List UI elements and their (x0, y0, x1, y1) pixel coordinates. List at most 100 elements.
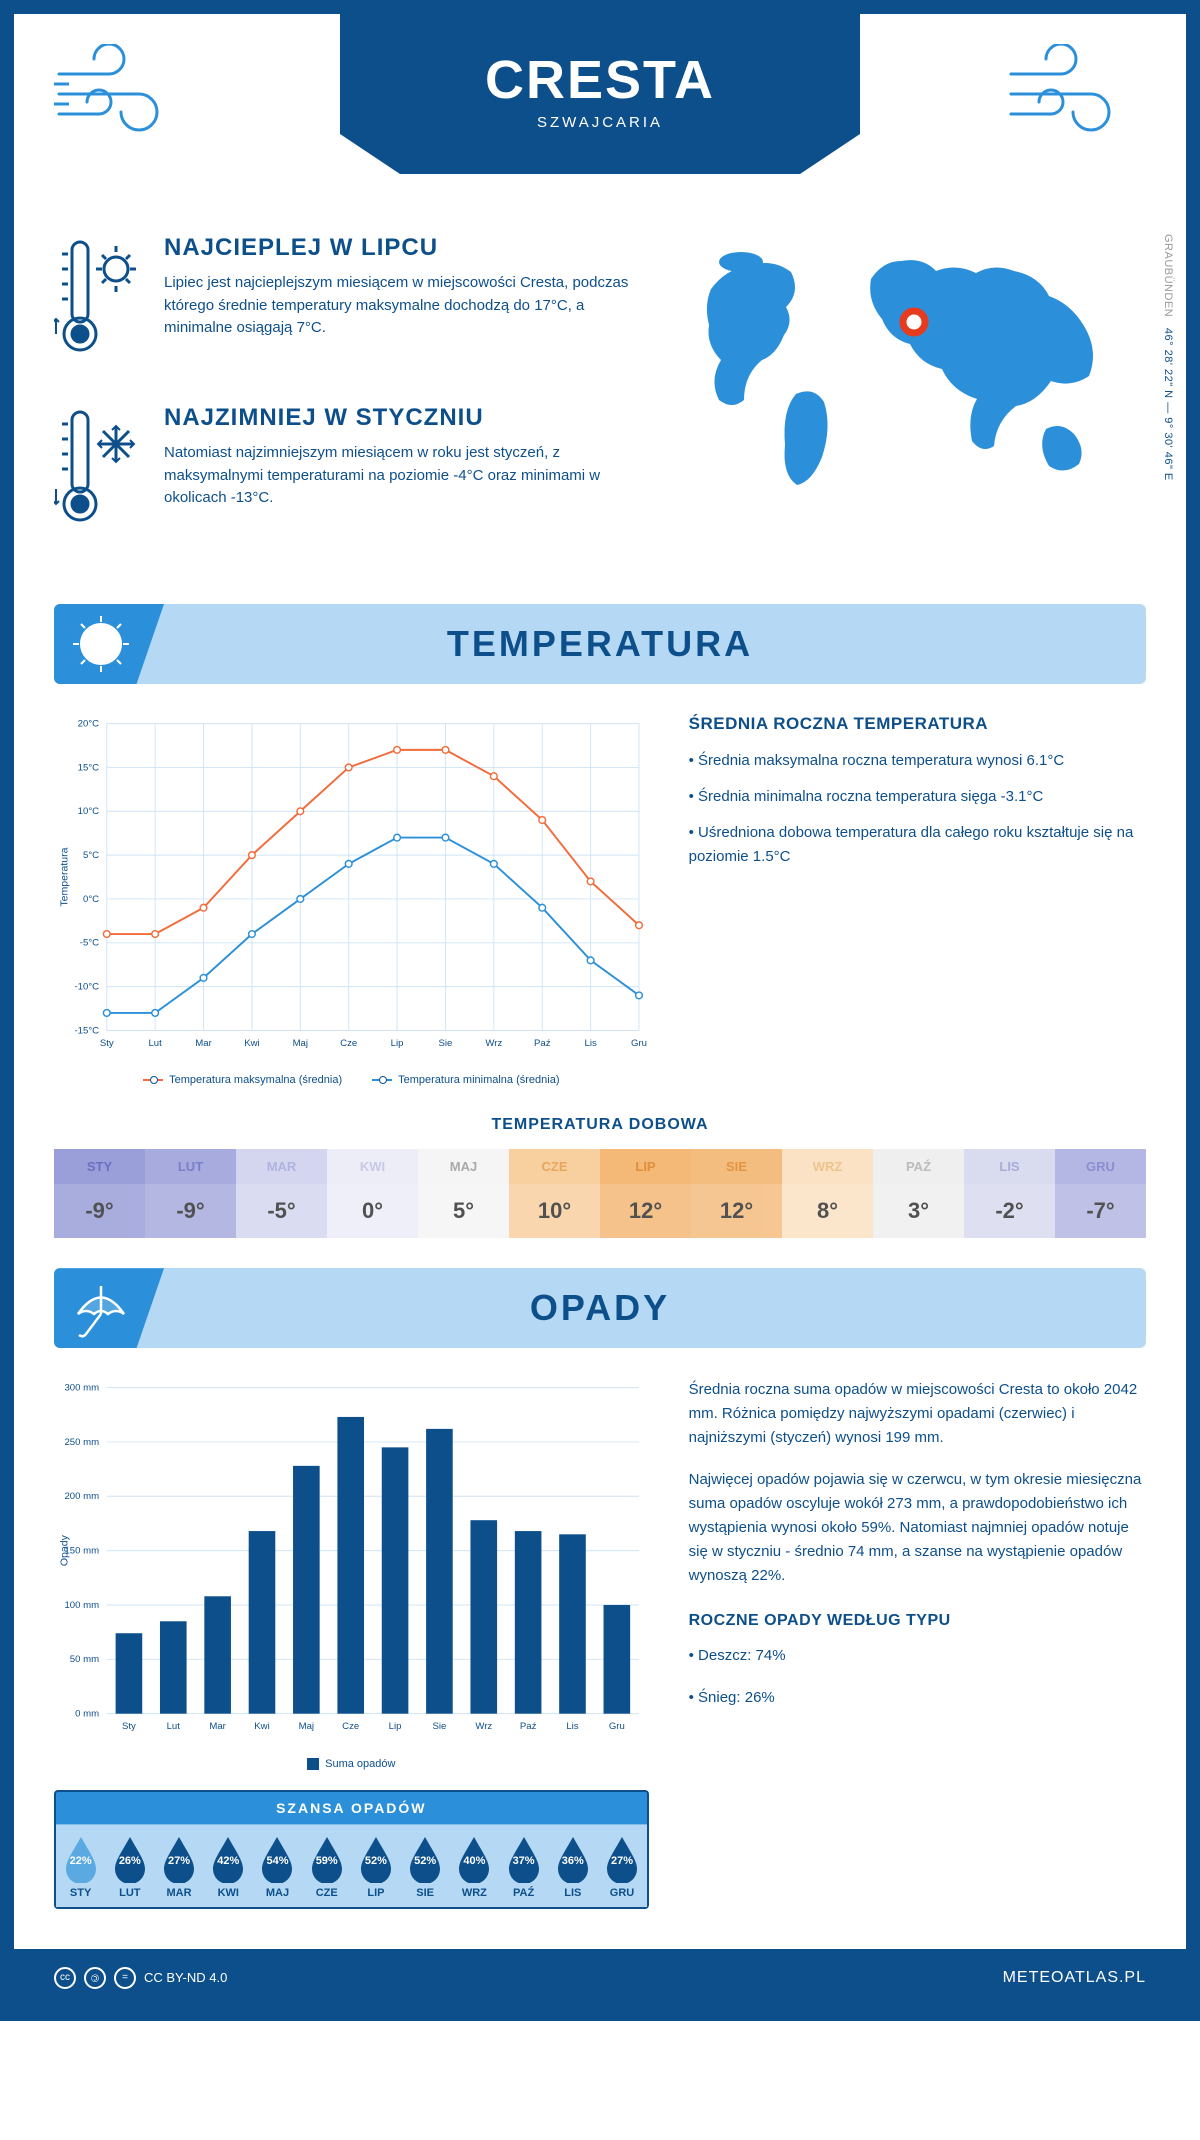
temp-chart-legend: Temperatura maksymalna (średnia) Tempera… (54, 1074, 649, 1086)
sun-icon (66, 612, 136, 676)
daily-cell: LIS -2° (964, 1149, 1055, 1238)
svg-text:250 mm: 250 mm (64, 1437, 99, 1448)
svg-text:15°C: 15°C (78, 762, 99, 773)
daily-cell: WRZ 8° (782, 1149, 873, 1238)
section-title-precip: OPADY (54, 1287, 1146, 1329)
section-head-temperature: TEMPERATURA (54, 604, 1146, 684)
svg-text:Mar: Mar (209, 1721, 226, 1732)
thermometer-cold-icon (54, 404, 144, 534)
svg-text:Lip: Lip (389, 1721, 402, 1732)
svg-text:10°C: 10°C (78, 806, 99, 817)
coordinates: GRAUBÜNDEN 46° 28' 22" N — 9° 30' 46" E (1162, 234, 1174, 481)
precip-chance-box: SZANSA OPADÓW 22% STY 26% LUT 27% MAR 42… (54, 1790, 649, 1909)
daily-temp-table: STY -9° LUT -9° MAR -5° KWI 0° MAJ 5° CZ… (54, 1149, 1146, 1238)
chance-cell: 42% KWI (204, 1825, 253, 1907)
svg-text:Paź: Paź (534, 1038, 551, 1049)
daily-cell: LUT -9° (145, 1149, 236, 1238)
svg-text:5°C: 5°C (83, 850, 99, 861)
raindrop-icon: 26% (111, 1835, 149, 1883)
site-name: METEOATLAS.PL (1003, 1969, 1146, 1987)
cc-icon: cc (54, 1967, 76, 1989)
svg-text:300 mm: 300 mm (64, 1383, 99, 1394)
svg-text:Sty: Sty (122, 1721, 136, 1732)
nd-icon: = (114, 1967, 136, 1989)
page-title: CRESTA (14, 49, 1186, 111)
footer: cc 🄯 = CC BY-ND 4.0 METEOATLAS.PL (14, 1949, 1186, 2007)
svg-text:Paź: Paź (520, 1721, 537, 1732)
chance-title: SZANSA OPADÓW (56, 1792, 647, 1825)
svg-text:200 mm: 200 mm (64, 1491, 99, 1502)
page-subtitle: SZWAJCARIA (14, 114, 1186, 131)
svg-text:Wrz: Wrz (475, 1721, 492, 1732)
precip-type-heading: ROCZNE OPADY WEDŁUG TYPU (689, 1608, 1146, 1634)
raindrop-icon: 27% (160, 1835, 198, 1883)
precip-chart-legend: Suma opadów (54, 1758, 649, 1770)
svg-text:100 mm: 100 mm (64, 1600, 99, 1611)
svg-text:-15°C: -15°C (74, 1025, 99, 1036)
fact-warmest: NAJCIEPLEJ W LIPCU Lipiec jest najcieple… (54, 234, 656, 364)
svg-text:Opady: Opady (58, 1535, 70, 1567)
world-map: GRAUBÜNDEN 46° 28' 22" N — 9° 30' 46" E (686, 234, 1146, 574)
raindrop-icon: 54% (258, 1835, 296, 1883)
daily-cell: STY -9° (54, 1149, 145, 1238)
daily-cell: SIE 12° (691, 1149, 782, 1238)
daily-cell: GRU -7° (1055, 1149, 1146, 1238)
precipitation-bar-chart: 0 mm50 mm100 mm150 mm200 mm250 mm300 mmS… (54, 1378, 649, 1742)
svg-text:Maj: Maj (299, 1721, 314, 1732)
section-title-temperature: TEMPERATURA (54, 623, 1146, 665)
chance-cell: 27% MAR (154, 1825, 203, 1907)
raindrop-icon: 27% (603, 1835, 641, 1883)
section-head-precip: OPADY (54, 1268, 1146, 1348)
daily-temp-title: TEMPERATURA DOBOWA (54, 1116, 1146, 1134)
raindrop-icon: 40% (455, 1835, 493, 1883)
svg-text:50 mm: 50 mm (70, 1654, 99, 1665)
svg-text:Temperatura: Temperatura (58, 847, 70, 906)
svg-text:-10°C: -10°C (74, 982, 99, 993)
svg-text:Lis: Lis (585, 1038, 597, 1049)
svg-text:Sie: Sie (432, 1721, 446, 1732)
svg-text:Maj: Maj (293, 1038, 308, 1049)
fact-cold-title: NAJZIMNIEJ W STYCZNIU (164, 404, 656, 432)
by-icon: 🄯 (84, 1967, 106, 1989)
svg-text:Lip: Lip (391, 1038, 404, 1049)
daily-cell: PAŹ 3° (873, 1149, 964, 1238)
raindrop-icon: 59% (308, 1835, 346, 1883)
svg-text:Wrz: Wrz (485, 1038, 502, 1049)
svg-text:Cze: Cze (342, 1721, 359, 1732)
svg-text:Lut: Lut (167, 1721, 181, 1732)
svg-text:0 mm: 0 mm (75, 1709, 99, 1720)
map-marker (903, 311, 925, 333)
fact-cold-text: Natomiast najzimniejszym miesiącem w rok… (164, 442, 656, 510)
thermometer-hot-icon (54, 234, 144, 364)
temperature-line-chart: -15°C-10°C-5°C0°C5°C10°C15°C20°CStyLutMa… (54, 714, 649, 1086)
raindrop-icon: 42% (209, 1835, 247, 1883)
svg-text:Cze: Cze (340, 1038, 357, 1049)
daily-cell: LIP 12° (600, 1149, 691, 1238)
svg-text:20°C: 20°C (78, 718, 99, 729)
svg-text:Sie: Sie (439, 1038, 453, 1049)
svg-text:Lis: Lis (566, 1721, 578, 1732)
raindrop-icon: 36% (554, 1835, 592, 1883)
temp-info-heading: ŚREDNIA ROCZNA TEMPERATURA (689, 714, 1146, 734)
fact-coldest: NAJZIMNIEJ W STYCZNIU Natomiast najzimni… (54, 404, 656, 534)
raindrop-icon: 52% (357, 1835, 395, 1883)
header-banner: CRESTA SZWAJCARIA (14, 14, 1186, 194)
license: cc 🄯 = CC BY-ND 4.0 (54, 1967, 227, 1989)
umbrella-icon (66, 1276, 136, 1340)
fact-warm-text: Lipiec jest najcieplejszym miesiącem w m… (164, 272, 656, 340)
svg-text:Kwi: Kwi (254, 1721, 269, 1732)
precip-info: Średnia roczna suma opadów w miejscowośc… (689, 1378, 1146, 1908)
chance-cell: 36% LIS (548, 1825, 597, 1907)
svg-text:Kwi: Kwi (244, 1038, 259, 1049)
daily-cell: CZE 10° (509, 1149, 600, 1238)
fact-warm-title: NAJCIEPLEJ W LIPCU (164, 234, 656, 262)
daily-cell: KWI 0° (327, 1149, 418, 1238)
raindrop-icon: 37% (505, 1835, 543, 1883)
chance-cell: 37% PAŹ (499, 1825, 548, 1907)
svg-text:0°C: 0°C (83, 894, 99, 905)
chance-cell: 27% GRU (597, 1825, 646, 1907)
svg-text:Gru: Gru (631, 1038, 647, 1049)
raindrop-icon: 22% (62, 1835, 100, 1883)
chance-cell: 26% LUT (105, 1825, 154, 1907)
chance-cell: 52% LIP (351, 1825, 400, 1907)
